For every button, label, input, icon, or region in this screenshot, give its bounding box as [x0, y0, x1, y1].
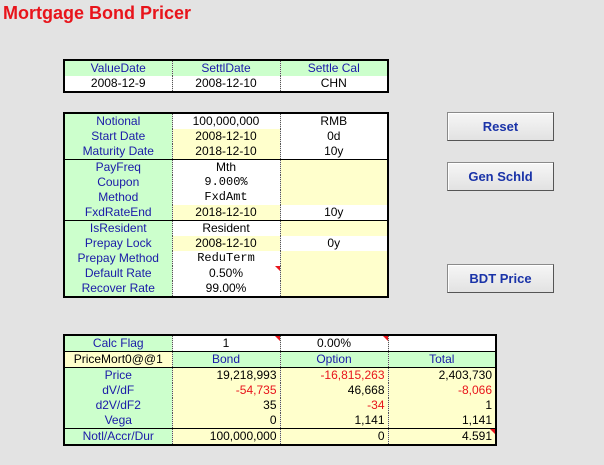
parameters-table: Notional 100,000,000 RMB Start Date 2008…: [63, 112, 389, 298]
calc-flag-label: Calc Flag: [63, 335, 173, 352]
maturity-date-label: Maturity Date: [63, 144, 173, 160]
price-option-cell: -16,815,263: [279, 367, 389, 383]
value-date-cell[interactable]: 2008-12-9: [63, 76, 173, 92]
vega-option-cell: 1,141: [279, 413, 389, 429]
prepay-method-label: Prepay Method: [63, 251, 173, 266]
settl-date-label: SettlDate: [171, 60, 281, 76]
total-header: Total: [387, 351, 497, 368]
calc-flag-cell[interactable]: 1: [171, 335, 281, 352]
maturity-date-cell[interactable]: 2018-12-10: [171, 144, 281, 160]
method-label: Method: [63, 190, 173, 205]
bond-header: Bond: [171, 351, 281, 368]
prepay-lock-label: Prepay Lock: [63, 236, 173, 251]
accrued-value-cell: 0: [279, 428, 389, 445]
d2vdf2-option-cell: -34: [279, 398, 389, 413]
start-date-cell[interactable]: 2008-12-10: [171, 129, 281, 144]
start-date-label: Start Date: [63, 129, 173, 144]
dates-table: ValueDate SettlDate Settle Cal 2008-12-9…: [63, 59, 389, 93]
prepay-method-cell[interactable]: ReduTerm: [171, 251, 281, 266]
bdt-price-button[interactable]: BDT Price: [447, 264, 554, 293]
default-rate-cell[interactable]: 0.50%: [171, 266, 281, 281]
notl-accr-dur-label: Notl/Accr/Dur: [63, 428, 173, 445]
prepay-lock-cell[interactable]: 2008-12-10: [171, 236, 281, 251]
start-tenor-cell[interactable]: 0d: [279, 129, 389, 144]
dvdf-bond-cell: -54,735: [171, 383, 281, 398]
settl-date-cell[interactable]: 2008-12-10: [171, 76, 281, 92]
notional-label: Notional: [63, 113, 173, 129]
coupon-extra-cell: [279, 175, 389, 190]
is-resident-cell[interactable]: Resident: [171, 220, 281, 236]
coupon-cell[interactable]: 9.000%: [171, 175, 281, 190]
recover-rate-extra-cell: [279, 281, 389, 297]
vega-label: Vega: [63, 413, 173, 429]
vega-bond-cell: 0: [171, 413, 281, 429]
d2vdf2-bond-cell: 35: [171, 398, 281, 413]
gen-schld-button[interactable]: Gen Schld: [447, 162, 554, 191]
notional-value-cell: 100,000,000: [171, 428, 281, 445]
dvdf-label: dV/dF: [63, 383, 173, 398]
payfreq-label: PayFreq: [63, 159, 173, 175]
method-extra-cell: [279, 190, 389, 205]
is-resident-extra-cell: [279, 220, 389, 236]
reset-button[interactable]: Reset: [447, 112, 554, 141]
dvdf-total-cell: -8,066: [387, 383, 497, 398]
d2vdf2-total-cell: 1: [387, 398, 497, 413]
value-date-label: ValueDate: [63, 60, 173, 76]
prepay-lock-tenor-cell[interactable]: 0y: [279, 236, 389, 251]
fxd-rate-end-label: FxdRateEnd: [63, 205, 173, 221]
vega-total-cell: 1,141: [387, 413, 497, 429]
function-label: PriceMort0@@1: [63, 351, 173, 368]
notional-cell[interactable]: 100,000,000: [171, 113, 281, 129]
coupon-label: Coupon: [63, 175, 173, 190]
currency-cell[interactable]: RMB: [279, 113, 389, 129]
fxd-rate-end-cell[interactable]: 2018-12-10: [171, 205, 281, 221]
default-rate-label: Default Rate: [63, 266, 173, 281]
price-bond-cell: 19,218,993: [171, 367, 281, 383]
d2vdf2-label: d2V/dF2: [63, 398, 173, 413]
results-table: Calc Flag 1 0.00% PriceMort0@@1 Bond Opt…: [63, 334, 497, 446]
price-total-cell: 2,403,730: [387, 367, 497, 383]
calc-rate-cell[interactable]: 0.00%: [279, 335, 389, 352]
payfreq-cell[interactable]: Mth: [171, 159, 281, 175]
price-label: Price: [63, 367, 173, 383]
payfreq-extra-cell: [279, 159, 389, 175]
settle-cal-label: Settle Cal: [279, 60, 389, 76]
option-header: Option: [279, 351, 389, 368]
is-resident-label: IsResident: [63, 220, 173, 236]
method-cell[interactable]: FxdAmt: [171, 190, 281, 205]
dvdf-option-cell: 46,668: [279, 383, 389, 398]
recover-rate-cell[interactable]: 99.00%: [171, 281, 281, 297]
fxd-rate-end-tenor-cell[interactable]: 10y: [279, 205, 389, 221]
maturity-tenor-cell[interactable]: 10y: [279, 144, 389, 160]
settle-cal-cell[interactable]: CHN: [279, 76, 389, 92]
default-rate-extra-cell: [279, 266, 389, 281]
recover-rate-label: Recover Rate: [63, 281, 173, 297]
page-title: Mortgage Bond Pricer: [3, 3, 192, 23]
calc-extra-cell: [387, 335, 497, 352]
prepay-method-extra-cell: [279, 251, 389, 266]
duration-value-cell: 4.591: [387, 428, 497, 445]
